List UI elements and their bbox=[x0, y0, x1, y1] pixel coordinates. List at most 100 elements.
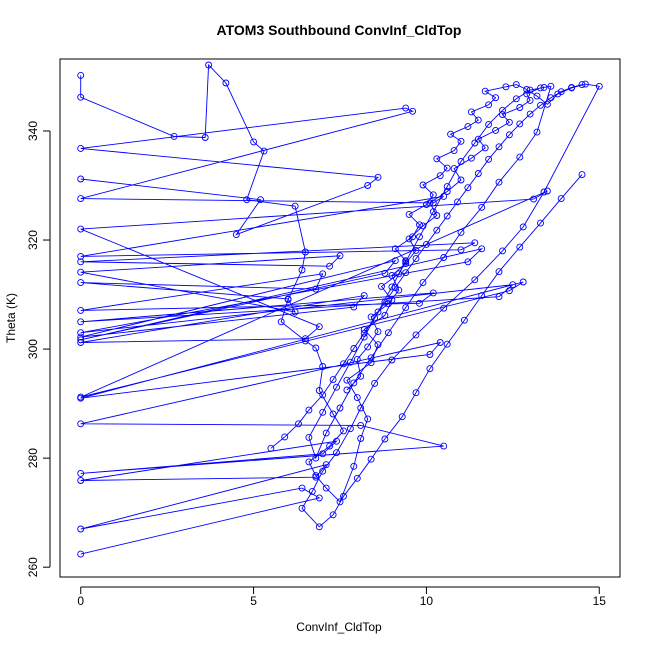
data-point bbox=[350, 345, 358, 352]
data-point bbox=[540, 188, 548, 196]
data-point bbox=[329, 410, 337, 418]
data-point bbox=[77, 525, 85, 533]
data-point bbox=[492, 126, 500, 134]
data-point bbox=[533, 128, 541, 136]
data-point bbox=[416, 299, 423, 307]
data-point bbox=[77, 279, 85, 287]
data-point bbox=[502, 83, 510, 91]
data-point bbox=[526, 110, 534, 118]
data-point bbox=[402, 258, 410, 266]
x-tick-label: 10 bbox=[420, 594, 434, 608]
data-point bbox=[77, 144, 85, 152]
data-point bbox=[443, 183, 451, 191]
data-point bbox=[333, 437, 340, 445]
data-point bbox=[322, 429, 330, 437]
y-tick-label: 340 bbox=[26, 121, 40, 141]
data-point bbox=[533, 92, 541, 100]
data-point bbox=[340, 492, 347, 500]
data-point bbox=[398, 413, 406, 421]
y-tick-label: 260 bbox=[26, 557, 40, 577]
data-point bbox=[250, 138, 258, 146]
data-point bbox=[77, 175, 85, 183]
y-axis-label: Theta (K) bbox=[4, 293, 18, 343]
data-point bbox=[433, 212, 441, 219]
data-point bbox=[374, 173, 382, 181]
data-point bbox=[77, 71, 85, 79]
data-point bbox=[547, 94, 555, 102]
data-point bbox=[578, 81, 586, 89]
data-point bbox=[336, 252, 344, 260]
y-tick-label: 280 bbox=[26, 448, 40, 468]
data-point bbox=[391, 245, 399, 253]
data-point bbox=[77, 339, 85, 346]
data-point bbox=[495, 268, 503, 276]
data-point bbox=[523, 90, 531, 98]
data-point bbox=[346, 358, 354, 366]
data-point bbox=[402, 304, 410, 312]
data-point bbox=[336, 498, 344, 506]
data-point bbox=[367, 455, 375, 463]
data-point bbox=[388, 283, 396, 291]
data-point bbox=[77, 258, 85, 266]
data-point bbox=[277, 318, 285, 326]
data-point bbox=[315, 387, 323, 394]
data-point bbox=[516, 153, 524, 161]
data-point bbox=[315, 323, 323, 331]
data-point bbox=[301, 335, 309, 343]
data-point bbox=[526, 96, 534, 104]
data-point bbox=[443, 188, 451, 195]
data-point bbox=[374, 328, 382, 336]
plot-area bbox=[77, 61, 603, 558]
data-point bbox=[537, 219, 544, 227]
data-point bbox=[450, 147, 458, 155]
series-line-3 bbox=[308, 85, 552, 460]
data-point bbox=[578, 171, 586, 179]
y-axis: 260 280 300 320 340 bbox=[26, 121, 51, 577]
data-point bbox=[205, 61, 213, 69]
data-point bbox=[426, 351, 434, 358]
data-point bbox=[364, 343, 372, 351]
data-point bbox=[433, 226, 441, 234]
data-point bbox=[568, 83, 576, 91]
data-point bbox=[357, 421, 365, 429]
data-point bbox=[495, 293, 503, 301]
data-point bbox=[440, 442, 448, 450]
data-point bbox=[433, 155, 441, 163]
data-point bbox=[474, 116, 482, 124]
data-point bbox=[77, 252, 85, 260]
data-point bbox=[581, 80, 589, 88]
data-point bbox=[457, 158, 465, 165]
data-point bbox=[319, 408, 327, 416]
data-point bbox=[457, 228, 465, 236]
data-point bbox=[312, 473, 320, 481]
x-axis: 0 5 10 15 bbox=[77, 586, 606, 608]
data-point bbox=[298, 266, 306, 274]
data-point bbox=[478, 245, 486, 253]
data-point bbox=[291, 308, 299, 316]
data-point bbox=[474, 135, 482, 143]
data-point bbox=[516, 104, 524, 111]
data-point bbox=[77, 333, 85, 341]
data-point bbox=[402, 104, 410, 112]
data-point bbox=[412, 246, 420, 254]
data-point bbox=[381, 298, 389, 306]
data-point bbox=[464, 258, 472, 266]
data-point bbox=[388, 272, 396, 279]
data-point bbox=[419, 181, 427, 189]
data-point bbox=[485, 155, 493, 163]
data-point bbox=[450, 165, 458, 173]
data-point bbox=[333, 449, 340, 457]
data-point bbox=[419, 222, 427, 230]
data-point bbox=[516, 243, 524, 251]
series-line-1 bbox=[80, 63, 600, 528]
data-point bbox=[495, 143, 503, 151]
data-point bbox=[443, 340, 451, 348]
data-point bbox=[436, 339, 444, 346]
data-point bbox=[312, 344, 320, 352]
data-point bbox=[499, 111, 506, 119]
data-point bbox=[315, 523, 323, 531]
series-line-2 bbox=[80, 107, 548, 555]
data-point bbox=[357, 404, 365, 412]
data-point bbox=[405, 235, 413, 243]
data-point bbox=[329, 376, 337, 384]
